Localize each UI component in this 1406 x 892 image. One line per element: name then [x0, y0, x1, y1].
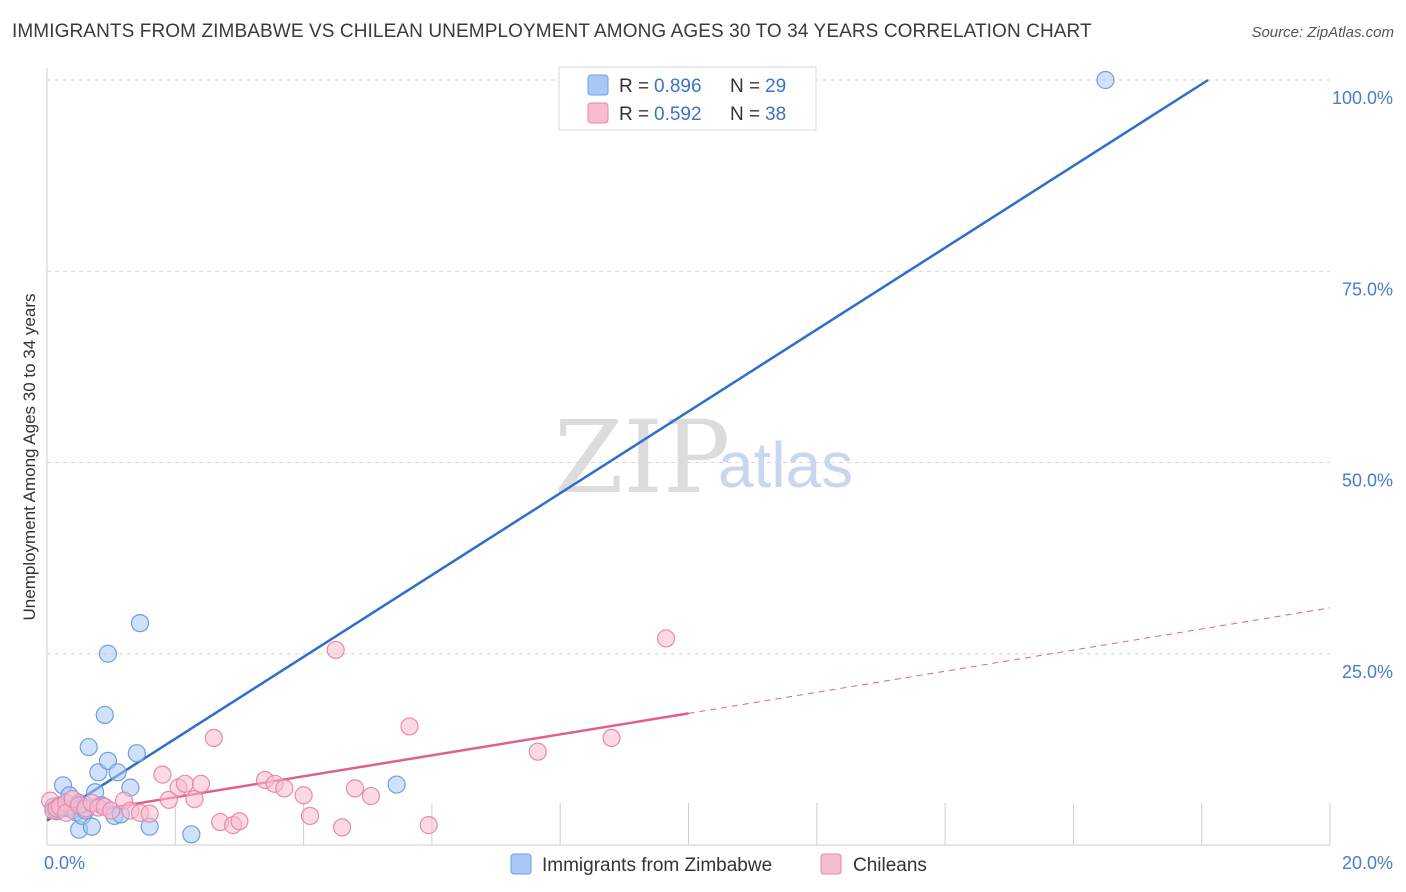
trend-lines	[46, 78, 1331, 822]
bottom-legend-label-chileans: Chileans	[853, 855, 927, 876]
y-tick-label-25: 25.0%	[1342, 662, 1393, 682]
legend-r-value-chileans: 0.592	[654, 104, 702, 125]
data-point-zimbabwe-24	[127, 744, 146, 763]
data-points	[41, 70, 1115, 844]
data-point-chileans-33	[332, 818, 352, 837]
data-point-chileans-20	[175, 774, 195, 793]
x-tick-label-min: 0.0%	[44, 853, 85, 873]
data-point-zimbabwe-17	[95, 705, 114, 725]
legend-n-value-zimbabwe: 29	[765, 76, 786, 97]
watermark-zip: ZIP	[554, 399, 730, 516]
data-point-chileans-31	[300, 806, 320, 826]
legend-swatch-zimbabwe	[587, 74, 609, 96]
data-point-chileans-16	[140, 804, 159, 823]
legend-n-label-chileans: N =	[730, 104, 760, 125]
data-point-chileans-26	[230, 812, 249, 831]
legend-r-label-chileans: R =	[619, 104, 649, 125]
data-point-chileans-23	[204, 728, 223, 748]
legend: R = 0.896 N = 29 R = 0.592 N = 38	[558, 66, 817, 131]
legend-n-label-zimbabwe: N =	[730, 76, 760, 97]
data-point-zimbabwe-12	[79, 737, 98, 757]
x-tick-label-max: 20.0%	[1342, 853, 1393, 873]
legend-r-value-zimbabwe: 0.896	[654, 76, 702, 97]
data-point-zimbabwe-28	[387, 775, 406, 794]
legend-swatch-chileans	[587, 102, 609, 124]
data-point-chileans-36	[400, 717, 419, 736]
data-point-zimbabwe-25	[130, 614, 150, 633]
data-point-zimbabwe-21	[108, 763, 127, 782]
trend-line-1	[46, 712, 689, 820]
data-point-chileans-30	[294, 786, 313, 805]
axes	[46, 68, 1331, 846]
data-point-zimbabwe-27	[182, 825, 201, 844]
data-point-chileans-29	[275, 779, 294, 798]
y-tick-label-50: 50.0%	[1342, 471, 1393, 491]
y-tick-labels: 25.0% 50.0% 75.0% 100.0%	[1332, 88, 1393, 682]
data-point-zimbabwe-29	[1096, 70, 1115, 90]
data-point-chileans-39	[602, 728, 621, 748]
chart-title: IMMIGRANTS FROM ZIMBABWE VS CHILEAN UNEM…	[12, 21, 1092, 42]
data-point-zimbabwe-13	[82, 817, 102, 836]
data-point-chileans-37	[419, 816, 438, 835]
y-axis-label: Unemployment Among Ages 30 to 34 years	[20, 294, 39, 621]
data-point-chileans-18	[159, 790, 178, 809]
legend-r-label-zimbabwe: R =	[619, 76, 649, 97]
data-point-chileans-34	[345, 779, 365, 798]
grid	[47, 79, 1330, 655]
data-point-chileans-12	[102, 801, 121, 820]
bottom-legend-swatch-zimbabwe	[510, 853, 532, 875]
data-point-chileans-35	[361, 786, 381, 806]
y-tick-label-75: 75.0%	[1342, 279, 1393, 299]
data-point-chileans-38	[528, 742, 547, 761]
data-point-zimbabwe-19	[98, 644, 118, 663]
bottom-legend: Immigrants from Zimbabwe Chileans	[510, 853, 927, 876]
data-point-chileans-17	[153, 765, 172, 784]
watermark: ZIP atlas	[554, 399, 853, 516]
trend-line-extension-1	[688, 607, 1331, 714]
legend-n-value-chileans: 38	[765, 104, 786, 125]
bottom-legend-swatch-chileans	[820, 853, 842, 875]
y-tick-label-100: 100.0%	[1332, 88, 1393, 108]
chart-source: Source: ZipAtlas.com	[1251, 24, 1394, 41]
data-point-chileans-32	[326, 640, 345, 660]
data-point-chileans-21	[185, 789, 204, 809]
data-point-chileans-22	[191, 774, 211, 793]
bottom-legend-label-zimbabwe: Immigrants from Zimbabwe	[542, 855, 772, 876]
data-point-chileans-40	[656, 629, 676, 648]
watermark-atlas: atlas	[718, 429, 853, 501]
trend-line-0	[46, 78, 1209, 822]
